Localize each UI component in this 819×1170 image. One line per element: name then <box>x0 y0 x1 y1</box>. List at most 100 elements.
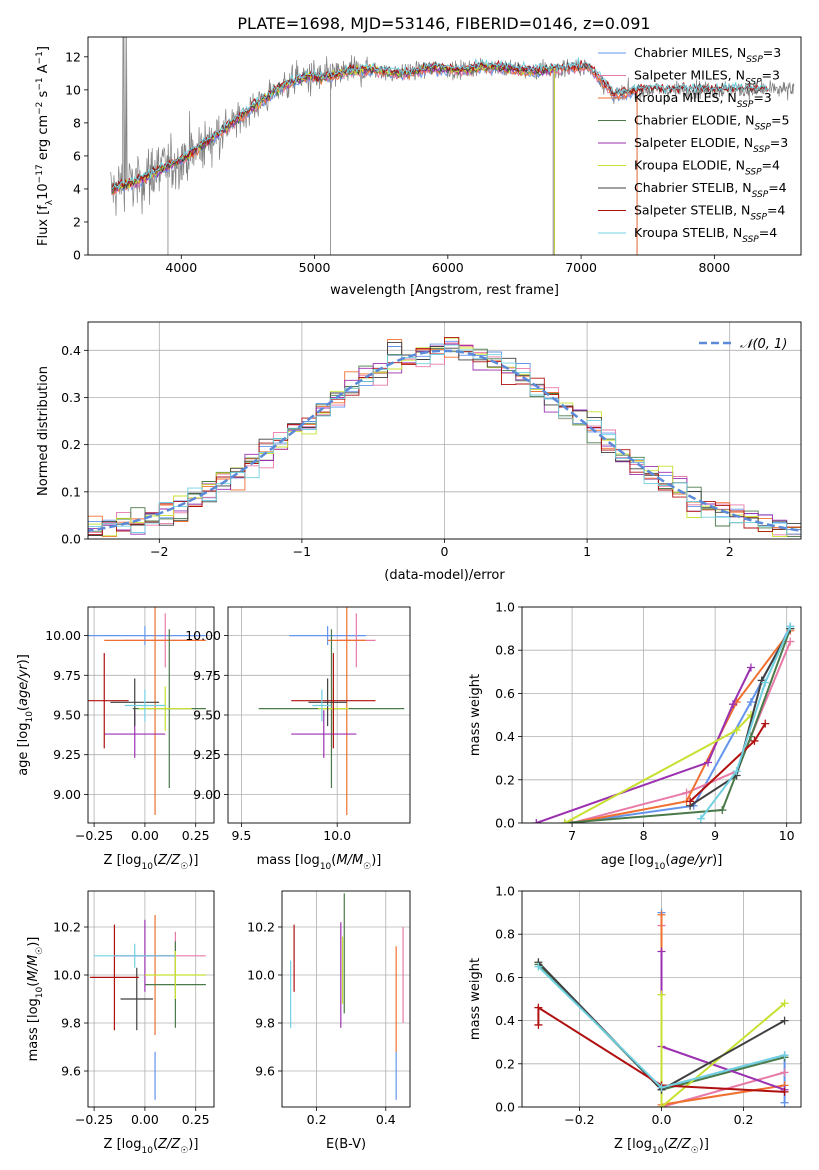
x-axis-label: mass [log10(M/M☉)] <box>257 853 382 872</box>
label-part: ( <box>26 982 41 987</box>
x-tick-label: 8 <box>640 828 648 843</box>
label-part: ☉ <box>363 862 371 872</box>
plus-marker <box>786 637 795 646</box>
label-part: Z [log <box>104 853 142 868</box>
y-tick-label: 9.00 <box>53 787 81 802</box>
spectrum-plot-area <box>110 37 795 255</box>
y-axis-label: mass weight <box>468 674 483 756</box>
plus-marker <box>696 814 705 823</box>
x-tick-label: 5000 <box>299 260 331 275</box>
legend-label: Salpeter ELODIE, NSSP=3 <box>634 135 788 155</box>
plus-marker <box>729 700 738 709</box>
model-fit-kroupa-stelib <box>111 57 769 190</box>
x-tick-label: 10.0 <box>323 828 351 843</box>
plus-marker <box>761 678 770 687</box>
label-part: 10 <box>141 1146 153 1156</box>
label-part: −1 <box>35 77 45 90</box>
normal-curve <box>88 349 801 532</box>
plus-marker <box>746 663 755 672</box>
label-part: =4 <box>759 225 777 240</box>
legend-label: Kroupa STELIB, NSSP=4 <box>634 225 777 245</box>
y-tick-label: 9.6 <box>255 1064 275 1079</box>
x-tick-label: −0.25 <box>75 1112 113 1127</box>
legend-label: Chabrier MILES, NSSP=3 <box>634 45 781 65</box>
mass-vs-Z-plot-area <box>90 915 206 1100</box>
y-tick-label: 0.2 <box>61 437 81 452</box>
label-part: ☉ <box>180 1146 188 1156</box>
label-part: )] <box>188 1137 198 1152</box>
y-tick-label: 0.6 <box>495 970 515 985</box>
plus-marker <box>686 797 695 806</box>
label-part: =5 <box>771 113 789 128</box>
x-tick-label: 8000 <box>698 260 730 275</box>
plus-marker <box>657 910 666 919</box>
plus-marker <box>657 1103 666 1107</box>
y-tick-label: 9.25 <box>53 747 81 762</box>
y-tick-label: 1.0 <box>495 600 515 615</box>
plus-marker <box>780 1051 789 1060</box>
y-tick-label: 4 <box>73 181 81 196</box>
x-axis-label: Z [log10(Z/Z☉)] <box>614 1137 709 1156</box>
x-tick-label: 0.00 <box>131 1112 159 1127</box>
label-part: M/M <box>26 955 41 982</box>
histogram-kroupa-stelib <box>88 344 801 535</box>
label-part: ( <box>663 1137 668 1152</box>
y-tick-label: 10.2 <box>247 920 275 935</box>
legend-label: Salpeter MILES, NSSP=3 <box>634 68 780 88</box>
y-tick-label: 0.6 <box>495 686 515 701</box>
y-axis-label: mass [log10(M/M☉)] <box>26 937 45 1062</box>
x-tick-label: 4000 <box>165 260 197 275</box>
y-tick-label: 0.0 <box>495 816 515 831</box>
mass-vs-ebv-grid <box>282 891 410 1107</box>
x-tick-label: 0 <box>441 544 449 559</box>
y-tick-label: 0 <box>73 248 81 263</box>
y-tick-label: 10.00 <box>45 628 81 643</box>
plus-marker <box>780 1016 789 1025</box>
axes-frame <box>87 606 215 824</box>
y-tick-label: 10.0 <box>53 968 81 983</box>
label-part: )] <box>699 1137 709 1152</box>
y-tick-label: 0.2 <box>495 1056 515 1071</box>
x-axis-label: E(B-V) <box>326 1137 366 1152</box>
x-tick-label: 0.00 <box>131 828 159 843</box>
y-axis-label: Flux [fλ10−17 erg cm−2 s−1 A−1] <box>35 46 55 246</box>
y-tick-label: 9.25 <box>193 747 221 762</box>
plus-marker <box>732 767 741 776</box>
age-vs-Z-plot-area <box>88 607 206 816</box>
legend-label: Kroupa ELODIE, NSSP=4 <box>634 158 780 178</box>
residuals-axes: −2 −1 0 1 2 0.0 0.1 0.2 0.3 0.4 𝒩(0, 1) (data-model… <box>36 321 802 583</box>
x-axis-label: Z [log10(Z/Z☉)] <box>104 1137 199 1156</box>
label-part: −2 <box>35 102 45 115</box>
plus-marker <box>732 726 741 735</box>
plus-marker <box>568 819 577 823</box>
y-tick-label: 0.8 <box>495 643 515 658</box>
x-tick-label: 2 <box>726 544 734 559</box>
x-tick-label: 9 <box>711 828 719 843</box>
y-tick-label: 6 <box>73 148 81 163</box>
y-tick-label: 10.00 <box>185 628 221 643</box>
plus-marker <box>780 1068 789 1077</box>
spectrum-axes: 4000 5000 6000 7000 8000 0 2 4 6 8 10 12 Chabrier MI… <box>35 36 802 298</box>
y-axis-label: mass weight <box>468 958 483 1040</box>
x-tick-label: −0.25 <box>75 828 113 843</box>
label-part: =3 <box>763 45 781 60</box>
label-part: 10 <box>654 862 666 872</box>
plus-marker <box>534 1003 543 1012</box>
weight-line-kroupa-stelib <box>700 625 792 820</box>
x-tick-label: 1 <box>583 544 591 559</box>
label-part: Z [log <box>104 1137 142 1152</box>
label-part: )] <box>16 654 31 664</box>
weight-vs-Z-plot-area <box>534 908 789 1107</box>
label-part: SSP <box>753 145 770 155</box>
plus-marker <box>534 962 543 971</box>
y-axis-label: age [log10(age/yr)] <box>16 654 35 776</box>
weight-line-salpeter-stelib <box>537 1005 785 1093</box>
label-part: =3 <box>753 90 771 105</box>
plus-marker <box>682 788 691 797</box>
plus-marker <box>534 1020 543 1029</box>
label-part: 10 <box>141 862 153 872</box>
plus-marker <box>704 758 712 767</box>
label-part: SSP <box>752 190 769 200</box>
plus-marker <box>657 990 666 999</box>
